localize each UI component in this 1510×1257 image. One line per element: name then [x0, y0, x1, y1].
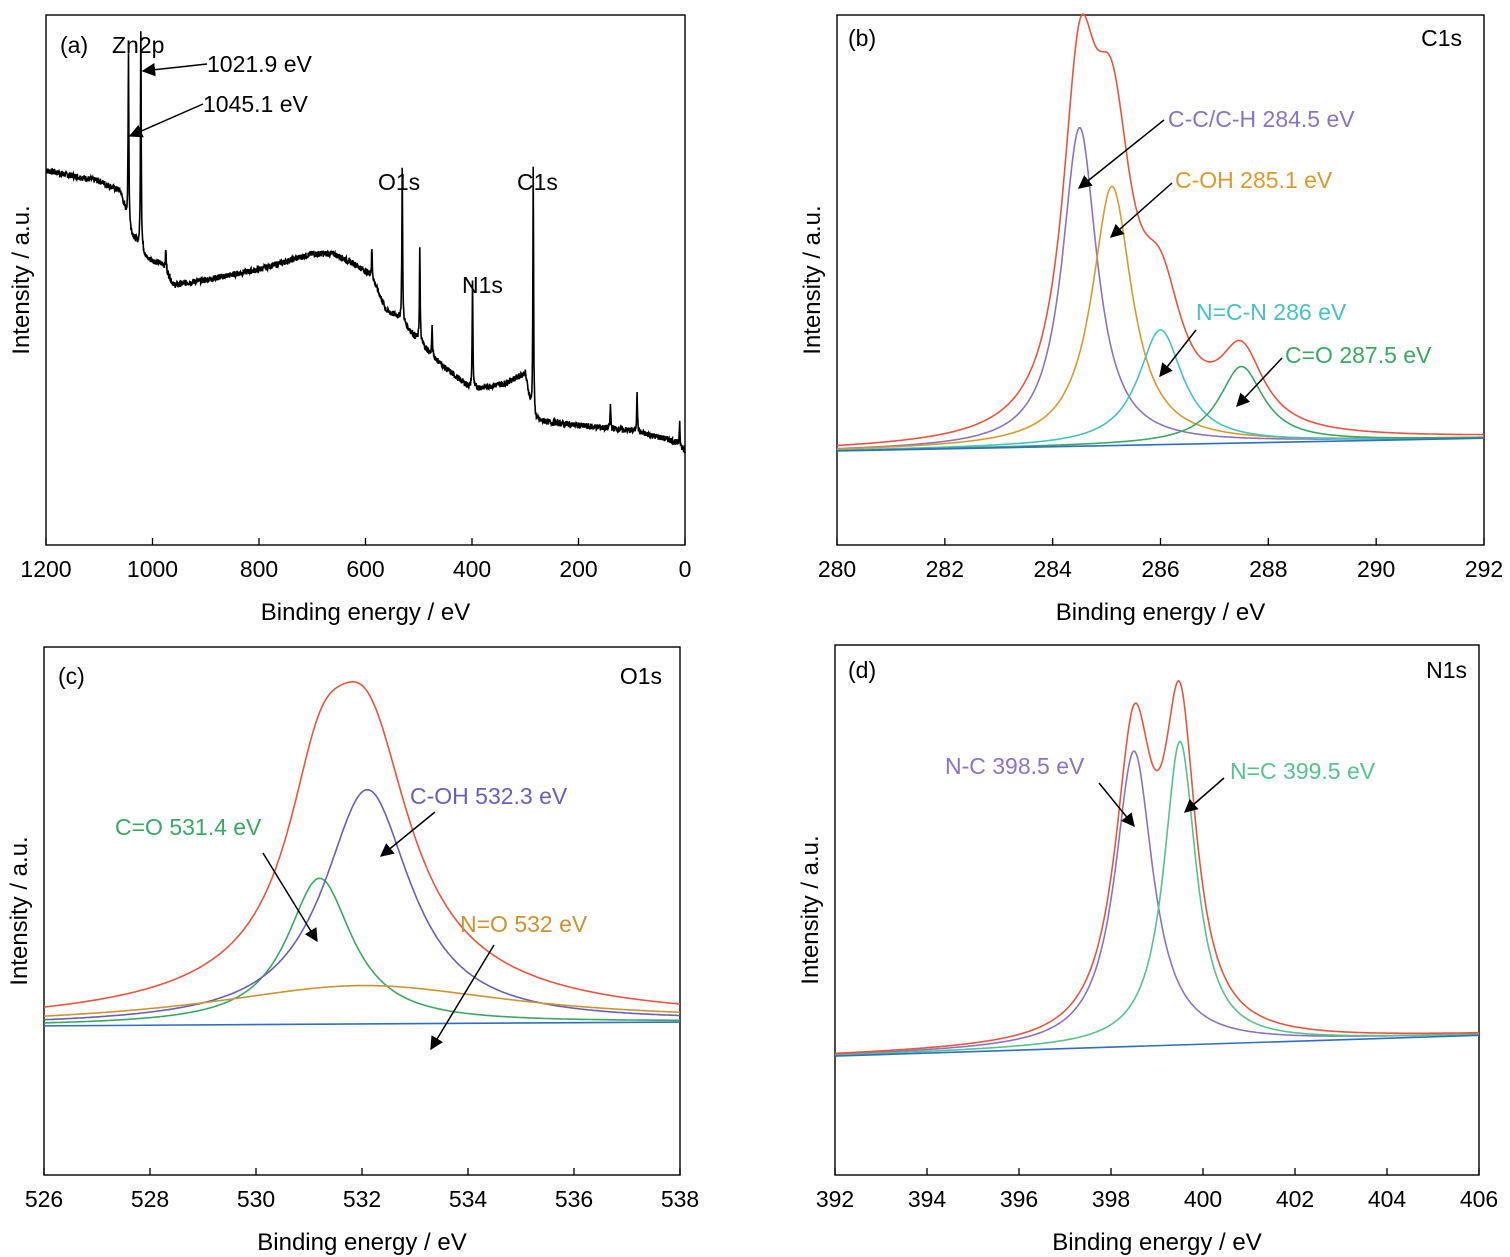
component-curve-1	[837, 127, 1484, 450]
y-axis-label: Intensity / a.u.	[8, 205, 35, 354]
envelope-curve	[43, 681, 681, 1008]
annotation-c-c: C-C/C-H 284.5 eV	[1168, 106, 1355, 132]
x-axis-label: Binding energy / eV	[257, 1229, 466, 1256]
peak-label-c1s: C1s	[517, 169, 558, 195]
arrow-n-o-532	[430, 944, 495, 1051]
x-tick-label: 530	[237, 1186, 275, 1212]
x-tick-label: 200	[559, 556, 597, 582]
arrow-c-oh	[1109, 182, 1173, 238]
panel-b-title: C1s	[1421, 25, 1462, 51]
component-curve-3	[44, 984, 681, 1017]
component-curve-2	[837, 185, 1484, 450]
arrow-n-c-398	[1098, 782, 1135, 828]
arrow-n-c-399	[1183, 777, 1225, 813]
annotation-c-o-531: C=O 531.4 eV	[115, 814, 262, 840]
y-axis-label: Intensity / a.u.	[797, 835, 824, 984]
x-tick-label: 396	[1000, 1186, 1038, 1212]
arrow-c-o	[1236, 357, 1283, 407]
panel-a: 1200 1000 800 600 400 200 0 Binding energy / eV…	[8, 14, 692, 626]
x-tick-label: 282	[926, 556, 964, 582]
envelope-curve	[836, 13, 1484, 447]
arrow-1021-9	[141, 62, 208, 77]
arrow-c-o-531	[262, 852, 318, 943]
component-curve-2	[44, 788, 680, 1021]
arrow-1045-1	[128, 103, 204, 138]
x-tick-label: 0	[679, 556, 692, 582]
component-curve-2	[835, 740, 1479, 1056]
x-tick-label: 402	[1276, 1186, 1314, 1212]
x-tick-label: 532	[343, 1186, 381, 1212]
panel-c-label: (c)	[58, 663, 85, 689]
annotation-n-c-n: N=C-N 286 eV	[1196, 299, 1347, 325]
x-tick-label: 600	[346, 556, 384, 582]
panel-d-label: (d)	[848, 657, 876, 683]
x-tick-label: 800	[240, 556, 278, 582]
annotation-c-o: C=O 287.5 eV	[1285, 342, 1432, 368]
x-axis-label: Binding energy / eV	[261, 599, 470, 626]
component-curve-1	[44, 877, 680, 1024]
x-tick-label: 286	[1141, 556, 1179, 582]
background-line	[836, 437, 1485, 452]
background-line	[43, 1021, 681, 1027]
annotation-n-o-532: N=O 532 eV	[460, 911, 588, 937]
component-curve-4	[836, 365, 1484, 452]
y-axis-label: Intensity / a.u.	[799, 205, 826, 354]
survey-spectrum	[45, 31, 686, 454]
arrow-n-c-n	[1159, 329, 1197, 378]
x-tick-label: 290	[1357, 556, 1395, 582]
peak-label-o1s: O1s	[378, 169, 420, 195]
peak-label-n1s: N1s	[462, 272, 503, 298]
annotation-1045-1: 1045.1 eV	[203, 91, 309, 117]
x-tick-label: 400	[453, 556, 491, 582]
x-tick-label: 406	[1460, 1186, 1498, 1212]
x-tick-label: 280	[818, 556, 856, 582]
x-axis-label: Binding energy / eV	[1056, 599, 1265, 626]
x-tick-label: 536	[555, 1186, 593, 1212]
panel-a-label: (a)	[60, 32, 88, 58]
component-curve-1	[835, 750, 1479, 1056]
x-tick-label: 538	[661, 1186, 699, 1212]
annotation-n-c-399: N=C 399.5 eV	[1230, 758, 1376, 784]
plot-frame	[836, 14, 1485, 546]
y-axis-label: Intensity / a.u.	[6, 836, 33, 985]
x-tick-label: 288	[1249, 556, 1287, 582]
x-tick-label: 394	[908, 1186, 947, 1212]
panel-c: 526 528 530 532 534 536 538 Binding energy / eV…	[6, 646, 699, 1256]
x-tick-label: 404	[1368, 1186, 1407, 1212]
panel-b-label: (b)	[848, 25, 876, 51]
annotation-1021-9: 1021.9 eV	[207, 51, 313, 77]
envelope-curve	[834, 679, 1479, 1055]
arrow-c-oh-532	[379, 811, 436, 857]
panel-b: 280 282 284 286 288 290 292 Binding energy / eV…	[799, 13, 1503, 626]
annotation-n-c-398: N-C 398.5 eV	[945, 753, 1085, 779]
arrow-c-c	[1077, 119, 1165, 189]
x-tick-label: 534	[449, 1186, 488, 1212]
x-tick-label: 392	[816, 1186, 854, 1212]
x-tick-label: 1200	[20, 556, 71, 582]
peak-label-zn2p: Zn2p	[112, 32, 164, 58]
annotation-c-oh: C-OH 285.1 eV	[1175, 167, 1333, 193]
x-tick-label: 526	[25, 1186, 63, 1212]
annotation-c-oh-532: C-OH 532.3 eV	[410, 783, 568, 809]
x-tick-label: 1000	[127, 556, 178, 582]
x-tick-label: 528	[131, 1186, 169, 1212]
plot-frame	[834, 644, 1480, 1176]
panel-d: 392 394 396 398 400 402 404 406 Binding energy /…	[797, 644, 1498, 1256]
x-axis-label: Binding energy / eV	[1052, 1229, 1261, 1256]
background-line	[834, 1034, 1480, 1057]
x-tick-label: 400	[1184, 1186, 1222, 1212]
panel-c-title: O1s	[620, 663, 662, 689]
panel-d-title: N1s	[1426, 657, 1467, 683]
x-tick-label: 292	[1465, 556, 1503, 582]
component-curve-3	[837, 329, 1484, 451]
x-tick-label: 398	[1092, 1186, 1130, 1212]
x-tick-label: 284	[1033, 556, 1072, 582]
